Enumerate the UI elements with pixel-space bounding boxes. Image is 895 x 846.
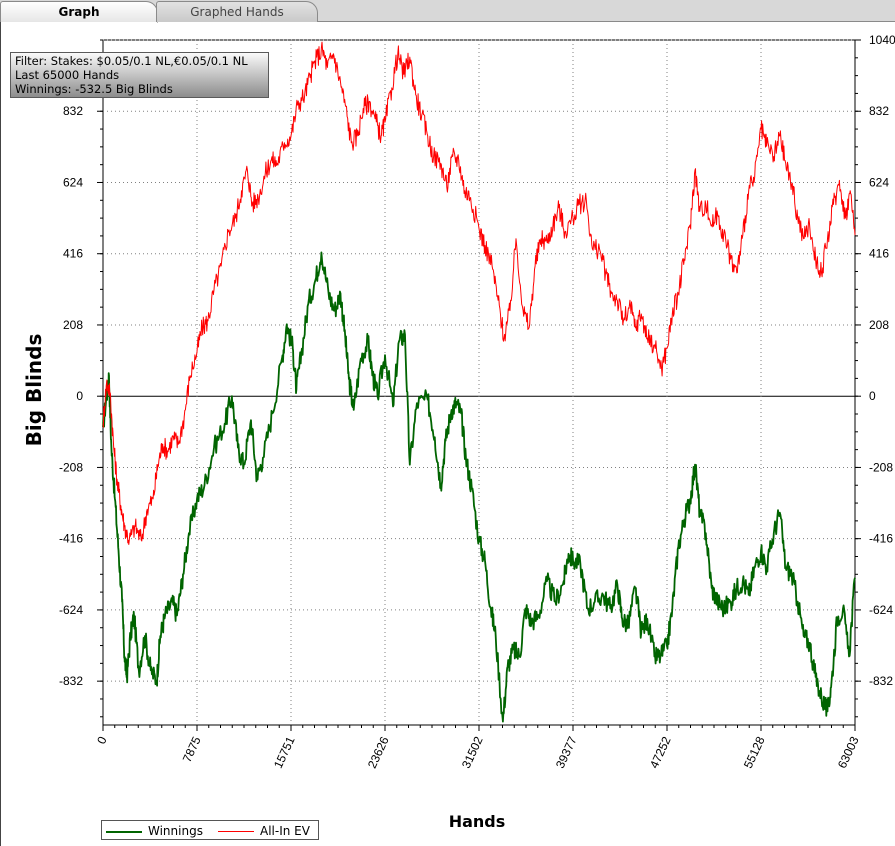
filter-summary-box: Filter: Stakes: $0.05/0.1 NL,€0.05/0.1 N… <box>10 52 269 98</box>
x-tick-label: 7875 <box>180 734 204 764</box>
legend-swatch-allin-ev <box>218 831 254 832</box>
x-tick-label: 0 <box>94 734 110 746</box>
tab-graph[interactable]: Graph <box>0 1 158 23</box>
x-tick-label: 31502 <box>459 734 486 770</box>
legend-label-winnings: Winnings <box>148 824 203 838</box>
legend-item-allin-ev: All-In EV <box>218 823 310 839</box>
y-tick-label-left: -832 <box>59 674 83 688</box>
tab-bar: Graph Graphed Hands <box>0 0 895 23</box>
x-axis-label: Hands <box>448 812 506 831</box>
legend-item-winnings: Winnings <box>106 823 203 839</box>
x-tick-label: 63003 <box>835 734 862 770</box>
y-tick-label-right: 208 <box>869 318 889 332</box>
y-axis-label: Big Blinds <box>22 333 46 447</box>
y-tick-label-right: 416 <box>869 247 889 261</box>
x-tick-label: 39377 <box>553 734 580 770</box>
x-tick-label: 15751 <box>271 734 298 770</box>
x-tick-label: 23626 <box>365 734 392 770</box>
y-tick-label-left: -416 <box>59 532 83 546</box>
filter-winnings-text: Winnings: -532.5 Big Blinds <box>15 82 173 96</box>
filter-stakes-text: Filter: Stakes: $0.05/0.1 NL,€0.05/0.1 N… <box>15 54 248 68</box>
y-tick-label-right: -208 <box>869 460 893 474</box>
y-tick-label-right: -416 <box>869 532 893 546</box>
y-tick-label-left: 624 <box>63 175 83 189</box>
winnings-chart: 832 624 416 208 0 -208 -416 -624 -832 1040 832 624 4… <box>0 22 895 846</box>
legend-swatch-winnings <box>106 830 142 833</box>
filter-hands-text: Last 65000 Hands <box>15 68 120 82</box>
y-tick-label-right: -624 <box>869 603 893 617</box>
chart-canvas: 832 624 416 208 0 -208 -416 -624 -832 1040 832 624 4… <box>59 33 895 771</box>
y-tick-label-right: -832 <box>869 674 893 688</box>
allin-ev-series-line <box>102 41 856 545</box>
y-tick-label-right: 624 <box>869 175 889 189</box>
y-tick-label-left: -208 <box>59 460 83 474</box>
y-tick-label-left: 832 <box>63 104 83 118</box>
y-tick-label-left: 0 <box>76 389 83 403</box>
y-tick-label-left: -624 <box>59 603 83 617</box>
legend-label-allin-ev: All-In EV <box>260 824 310 838</box>
x-tick-label: 55128 <box>741 734 768 770</box>
chart-legend: Winnings All-In EV <box>101 820 319 840</box>
y-tick-label-right: 0 <box>869 389 876 403</box>
y-tick-label-right: 1040 <box>869 33 895 47</box>
y-tick-label-left: 416 <box>63 247 83 261</box>
y-tick-label-right: 832 <box>869 104 889 118</box>
tab-graphed-hands[interactable]: Graphed Hands <box>156 1 318 22</box>
y-tick-label-left: 208 <box>63 318 83 332</box>
plot-area <box>102 39 856 726</box>
x-tick-label: 47252 <box>647 734 674 770</box>
winnings-series-line <box>102 251 856 723</box>
